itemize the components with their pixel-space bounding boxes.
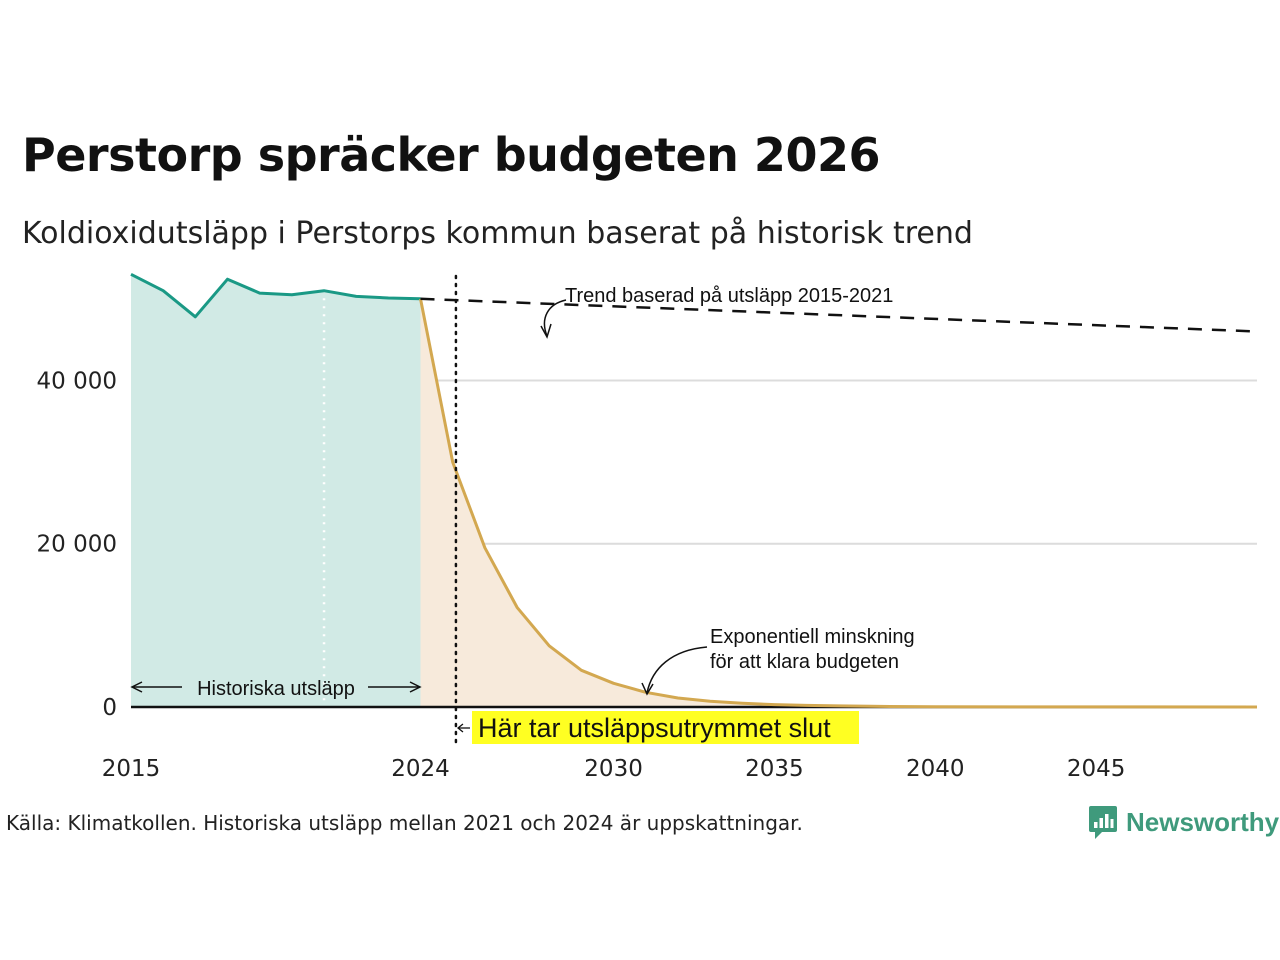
series-line-trend bbox=[420, 297, 1258, 333]
annotation-budget-end: Här tar utsläppsutrymmet slut bbox=[478, 713, 831, 743]
x-tick-label-2035: 2035 bbox=[745, 756, 804, 782]
annotation-trend-arrow bbox=[543, 299, 567, 337]
newsworthy-logo-icon bbox=[1089, 806, 1117, 839]
y-tick-label-0: 0 bbox=[102, 695, 117, 721]
annotation-decline-arrow bbox=[646, 646, 708, 694]
historic-range-left-arrowhead bbox=[130, 681, 143, 693]
x-tick-label-2040: 2040 bbox=[906, 756, 965, 782]
x-tick-label-2024: 2024 bbox=[391, 756, 450, 782]
x-tick-label-2030: 2030 bbox=[584, 756, 643, 782]
budget-end-highlight bbox=[472, 711, 859, 744]
annotation-decline-arrowhead bbox=[641, 682, 654, 696]
historic-area-fill bbox=[131, 274, 421, 707]
series-line-exponentiell-minskning bbox=[419, 298, 1258, 709]
annotation-decline-line2: för att klara budgeten bbox=[710, 651, 899, 673]
x-tick-label-2015: 2015 bbox=[102, 756, 161, 782]
chart-svg: 0 20 000 40 000 2015 2024 2030 2035 2040 2045 Tr… bbox=[37, 272, 1258, 782]
series-line-historiska-utslapp bbox=[130, 272, 421, 319]
budget-end-arrowhead bbox=[456, 723, 464, 733]
chart-subtitle: Koldioxidutsläpp i Perstorps kommun base… bbox=[22, 216, 973, 251]
decline-area-fill bbox=[420, 298, 1257, 707]
annotation-decline-line1: Exponentiell minskning bbox=[710, 626, 915, 648]
annotation-historic: Historiska utsläpp bbox=[197, 678, 355, 700]
annotation-layer: Trend baserad på utsläpp 2015-2021 Expone… bbox=[130, 285, 915, 744]
x-tick-label-2045: 2045 bbox=[1067, 756, 1126, 782]
chart-title: Perstorp spräcker budgeten 2026 bbox=[22, 128, 880, 182]
tick-layer: 0 20 000 40 000 2015 2024 2030 2035 2040 2045 bbox=[37, 368, 1126, 782]
source-note: Källa: Klimatkollen. Historiska utsläpp … bbox=[6, 811, 803, 835]
y-tick-label-20000: 20 000 bbox=[37, 532, 117, 558]
area-layer bbox=[131, 274, 1257, 707]
annotation-trend: Trend baserad på utsläpp 2015-2021 bbox=[565, 285, 893, 307]
annotation-trend-arrowhead bbox=[540, 323, 552, 339]
brand: Newsworthy bbox=[1088, 804, 1279, 840]
line-layer bbox=[130, 272, 1258, 709]
historic-range-right-arrowhead bbox=[409, 681, 422, 693]
y-tick-label-40000: 40 000 bbox=[37, 368, 117, 394]
brand-name: Newsworthy bbox=[1126, 806, 1280, 837]
